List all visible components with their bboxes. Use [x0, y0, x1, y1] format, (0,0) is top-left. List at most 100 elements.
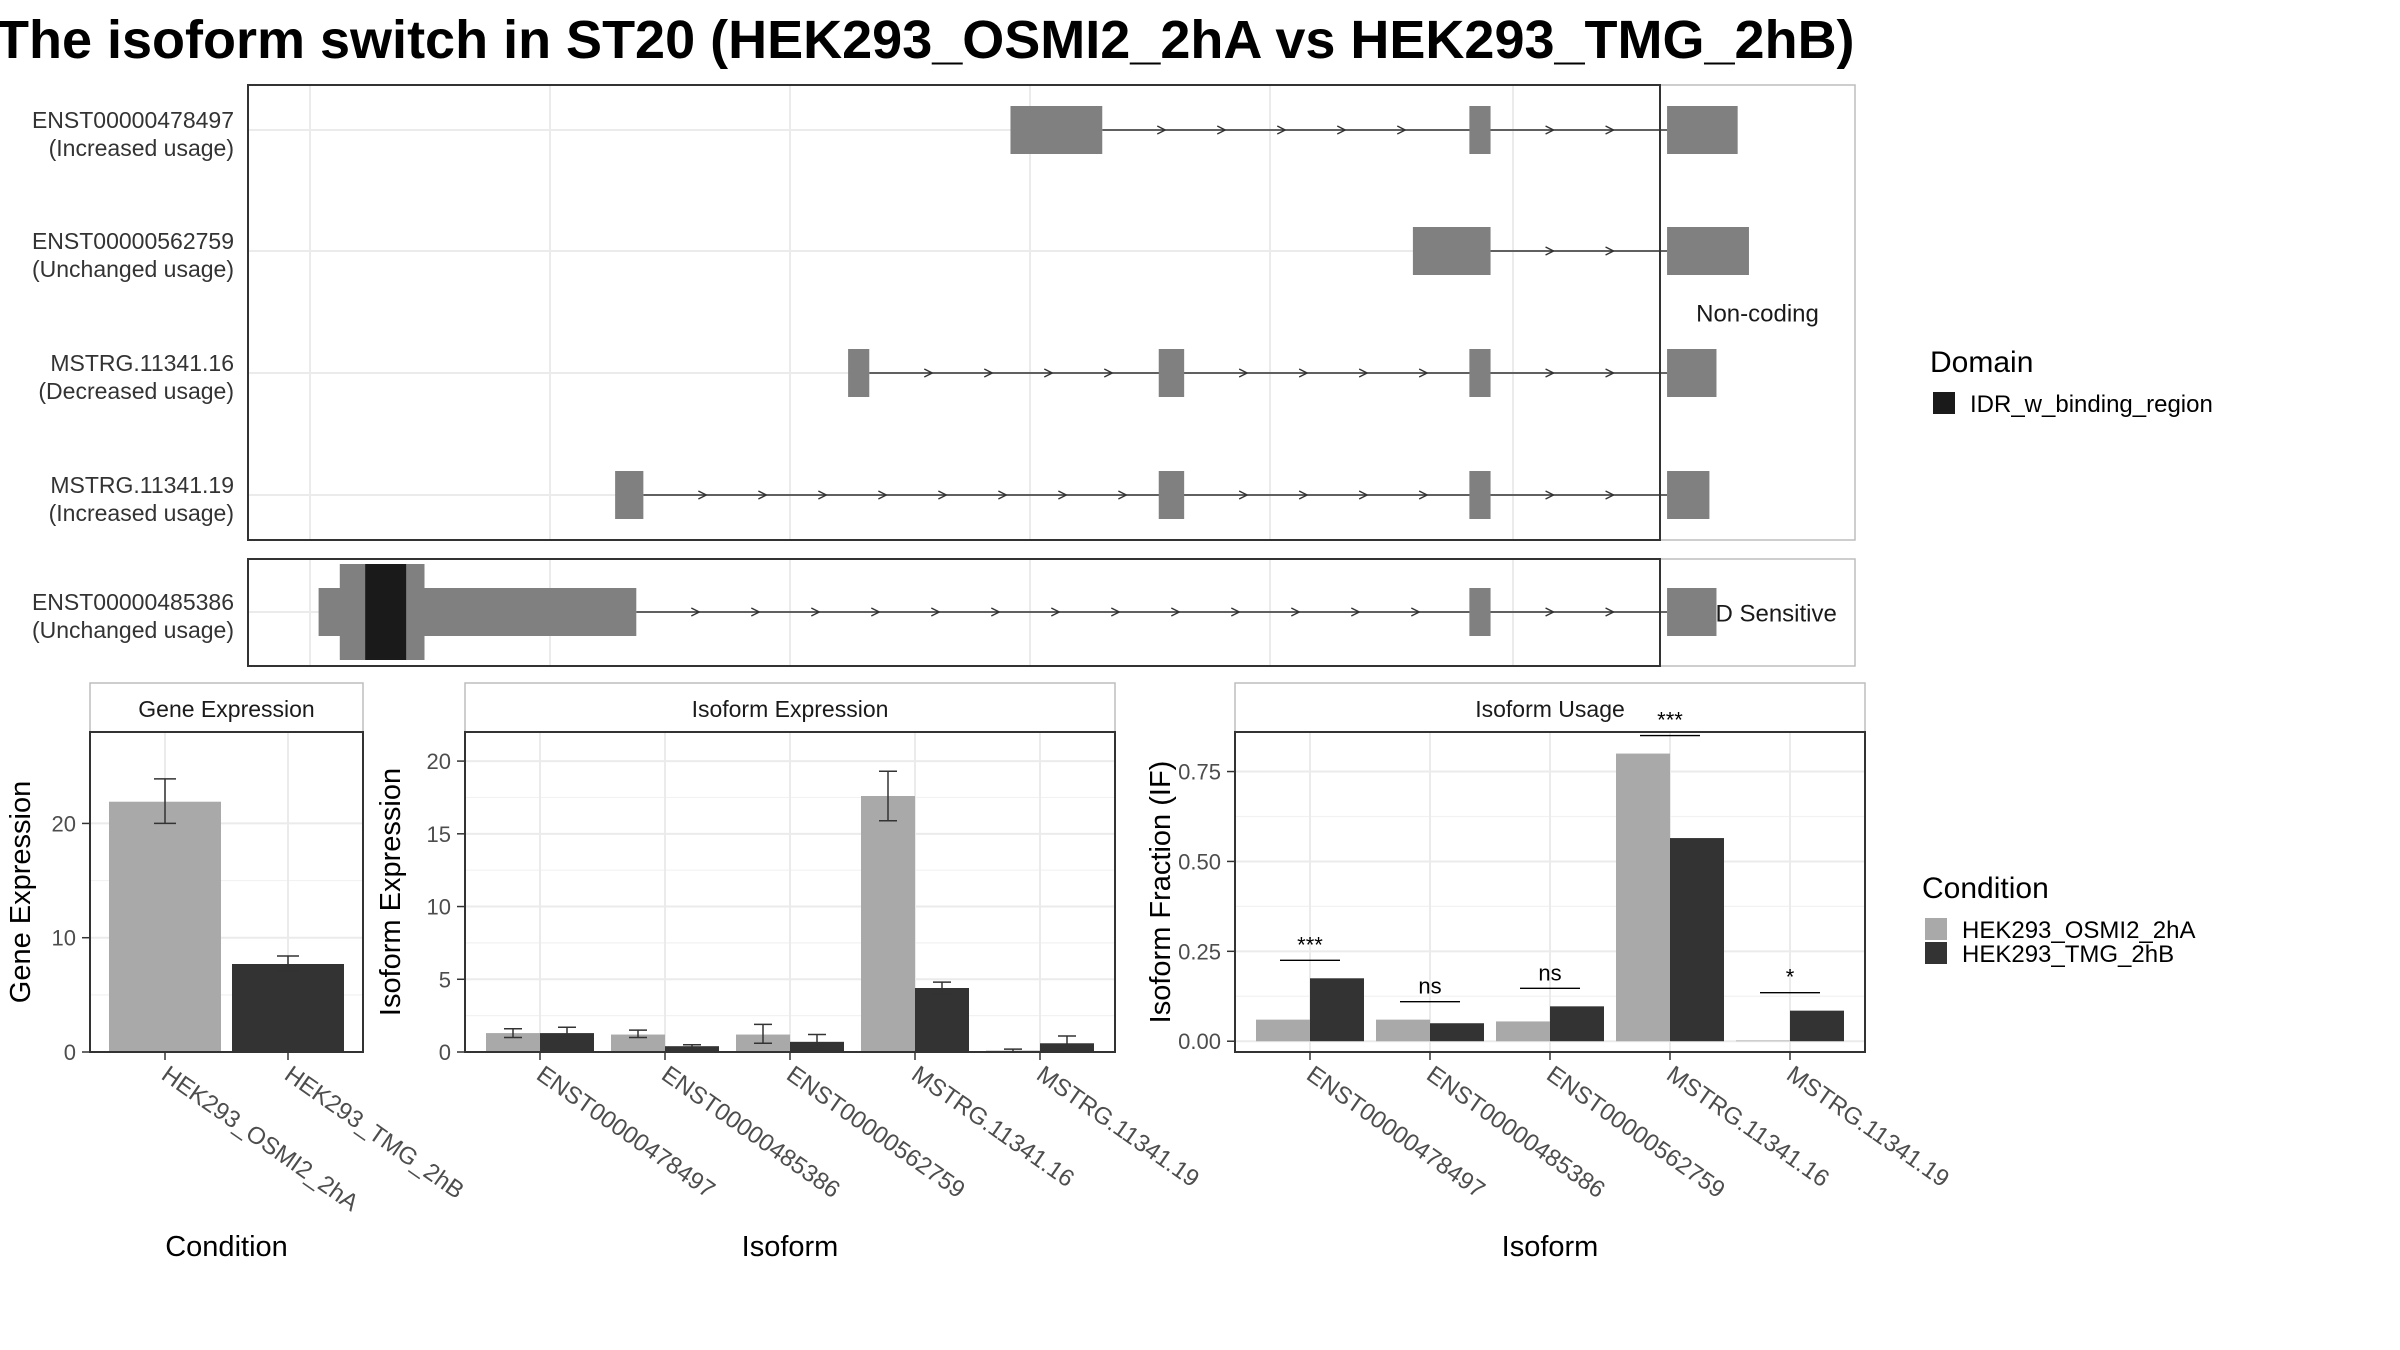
isoform-usage-label: (Unchanged usage) — [32, 256, 234, 282]
exon — [1469, 106, 1491, 154]
x-axis-title: Condition — [165, 1231, 288, 1263]
isoform-usage-label: (Unchanged usage) — [32, 617, 234, 643]
direction-arrow — [1410, 607, 1421, 617]
legend-label-condition: HEK293_OSMI2_2hA — [1962, 917, 2195, 944]
error-bar — [277, 955, 299, 972]
direction-arrow — [1103, 368, 1114, 378]
panel-strip — [464, 682, 1116, 733]
direction-arrow — [1358, 490, 1369, 500]
panel-strip-title: Isoform Usage — [1475, 696, 1625, 722]
y-tick-label: 5 — [439, 967, 451, 992]
group-strip — [1659, 84, 1856, 541]
y-tick-label: 20 — [52, 811, 76, 836]
y-tick-label: 0.75 — [1178, 760, 1221, 785]
exon — [1158, 471, 1185, 519]
direction-arrow — [1545, 125, 1556, 135]
isoform-usage-label: (Increased usage) — [49, 500, 234, 526]
figure-title: The isoform switch in ST20 (HEK293_OSMI2… — [0, 10, 1855, 70]
y-tick-label: 20 — [427, 749, 451, 774]
exon — [1667, 349, 1717, 397]
direction-arrow — [698, 490, 708, 500]
significance-label: * — [1786, 965, 1795, 990]
y-tick-label: 0 — [439, 1040, 451, 1065]
bar — [1550, 1006, 1604, 1042]
direction-arrow — [1605, 490, 1616, 500]
legend-key-condition — [1925, 942, 1947, 964]
condition-legend-title: Condition — [1922, 872, 2049, 905]
direction-arrow — [1605, 125, 1616, 135]
structure-panel-bg — [248, 85, 1660, 540]
y-tick-label: 15 — [427, 822, 451, 847]
isoform-id-label: ENST00000562759 — [32, 228, 234, 254]
isoform-id-label: MSTRG.11341.19 — [50, 472, 234, 498]
direction-arrow — [1605, 368, 1616, 378]
direction-arrow — [1110, 607, 1121, 617]
direction-arrow — [690, 607, 701, 617]
exon — [1158, 349, 1185, 397]
direction-arrow — [1230, 607, 1241, 617]
legend-label-domain: IDR_w_binding_region — [1970, 391, 2213, 418]
bar — [109, 801, 221, 1052]
panel-strip — [89, 682, 364, 733]
exon — [1469, 588, 1491, 636]
isoform-usage-label: (Decreased usage) — [38, 378, 234, 404]
exon — [615, 471, 644, 519]
direction-arrow — [1605, 607, 1616, 617]
exon — [1667, 106, 1738, 154]
bar — [1430, 1023, 1484, 1042]
panel-strip — [1234, 682, 1866, 733]
direction-arrow — [1298, 368, 1309, 378]
direction-arrow — [1396, 125, 1407, 135]
direction-arrow — [938, 490, 948, 500]
x-axis-title: Isoform — [742, 1231, 839, 1263]
direction-arrow — [810, 607, 821, 617]
bar — [915, 988, 969, 1052]
domain-legend-title: Domain — [1930, 346, 2033, 379]
y-axis-title: Isoform Fraction (IF) — [1145, 761, 1177, 1024]
y-tick-label: 10 — [427, 895, 451, 920]
direction-arrow — [1216, 125, 1227, 135]
significance-label: *** — [1297, 932, 1323, 957]
direction-arrow — [1290, 607, 1301, 617]
bar — [1496, 1021, 1550, 1042]
direction-arrow — [1050, 607, 1061, 617]
exon — [848, 349, 870, 397]
y-tick-label: 0.50 — [1178, 849, 1221, 874]
y-tick-label: 10 — [52, 926, 76, 951]
significance-label: ns — [1418, 974, 1441, 999]
direction-arrow — [1545, 368, 1556, 378]
direction-arrow — [758, 490, 768, 500]
bar — [1736, 1040, 1790, 1042]
direction-arrow — [1605, 246, 1616, 256]
legend-key-domain — [1933, 392, 1955, 414]
isoform-id-label: MSTRG.11341.16 — [50, 350, 234, 376]
bar — [232, 964, 344, 1052]
error-bar — [879, 770, 897, 822]
error-bar — [629, 1029, 647, 1039]
exon — [1667, 227, 1749, 275]
exon — [1667, 588, 1717, 636]
error-bar — [504, 1027, 522, 1039]
direction-arrow — [1418, 490, 1429, 500]
direction-arrow — [983, 368, 994, 378]
panel-strip-title: Isoform Expression — [692, 696, 889, 722]
bar — [1790, 1010, 1844, 1042]
exon — [1412, 227, 1491, 275]
direction-arrow — [1238, 490, 1249, 500]
bar — [540, 1033, 594, 1052]
direction-arrow — [1238, 368, 1249, 378]
error-bar — [1058, 1035, 1076, 1049]
direction-arrow — [1545, 246, 1556, 256]
y-tick-label: 0 — [64, 1040, 76, 1065]
bar — [1376, 1019, 1430, 1042]
direction-arrow — [1545, 490, 1556, 500]
exon — [1667, 471, 1710, 519]
error-bar — [808, 1033, 826, 1049]
direction-arrow — [930, 607, 941, 617]
direction-arrow — [750, 607, 761, 617]
y-tick-label: 0.25 — [1178, 939, 1221, 964]
y-axis-title: Isoform Expression — [375, 768, 407, 1016]
bar — [861, 796, 915, 1052]
direction-arrow — [998, 490, 1008, 500]
